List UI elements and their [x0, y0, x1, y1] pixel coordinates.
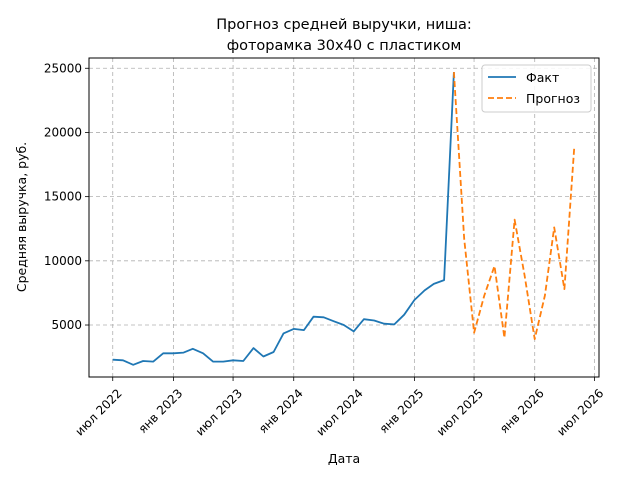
y-axis: 5000 10000 15000 20000 25000: [44, 61, 89, 332]
y-tick-label: 10000: [44, 254, 82, 268]
legend-label-forecast: Прогноз: [526, 91, 580, 106]
plot-area-frame: [88, 57, 600, 378]
y-tick-label: 5000: [51, 318, 82, 332]
legend-label-fact: Факт: [526, 70, 559, 85]
series-line-fact: [112, 72, 455, 366]
y-axis-label: Средняя выручка, руб.: [14, 142, 29, 292]
chart-title: Прогноз средней выручки, ниша: фоторамка…: [216, 17, 472, 54]
chart-title-line-1: Прогноз средней выручки, ниша:: [216, 17, 472, 33]
y-tick-label: 20000: [44, 125, 82, 139]
series-lines: [112, 72, 576, 366]
legend: Факт Прогноз: [481, 64, 592, 113]
y-tick-label: 25000: [44, 61, 82, 75]
series-line-forecast: [453, 72, 576, 341]
x-axis-label: Дата: [328, 451, 360, 466]
y-tick-label: 15000: [44, 190, 82, 204]
chart-title-line-2: фоторамка 30x40 с пластиком: [227, 38, 462, 54]
